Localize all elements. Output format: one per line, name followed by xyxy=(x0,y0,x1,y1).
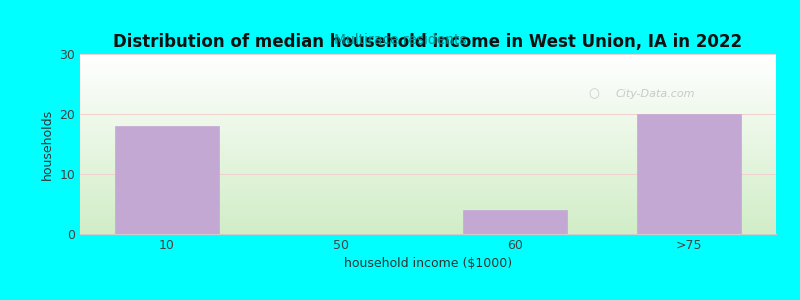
Bar xyxy=(462,210,567,234)
Y-axis label: households: households xyxy=(41,108,54,180)
Bar xyxy=(637,114,741,234)
Text: Multirace residents: Multirace residents xyxy=(334,34,466,47)
Text: ○: ○ xyxy=(588,87,599,100)
Text: City-Data.com: City-Data.com xyxy=(616,88,695,99)
Title: Distribution of median household income in West Union, IA in 2022: Distribution of median household income … xyxy=(114,33,742,51)
X-axis label: household income ($1000): household income ($1000) xyxy=(344,257,512,270)
Bar xyxy=(115,126,219,234)
